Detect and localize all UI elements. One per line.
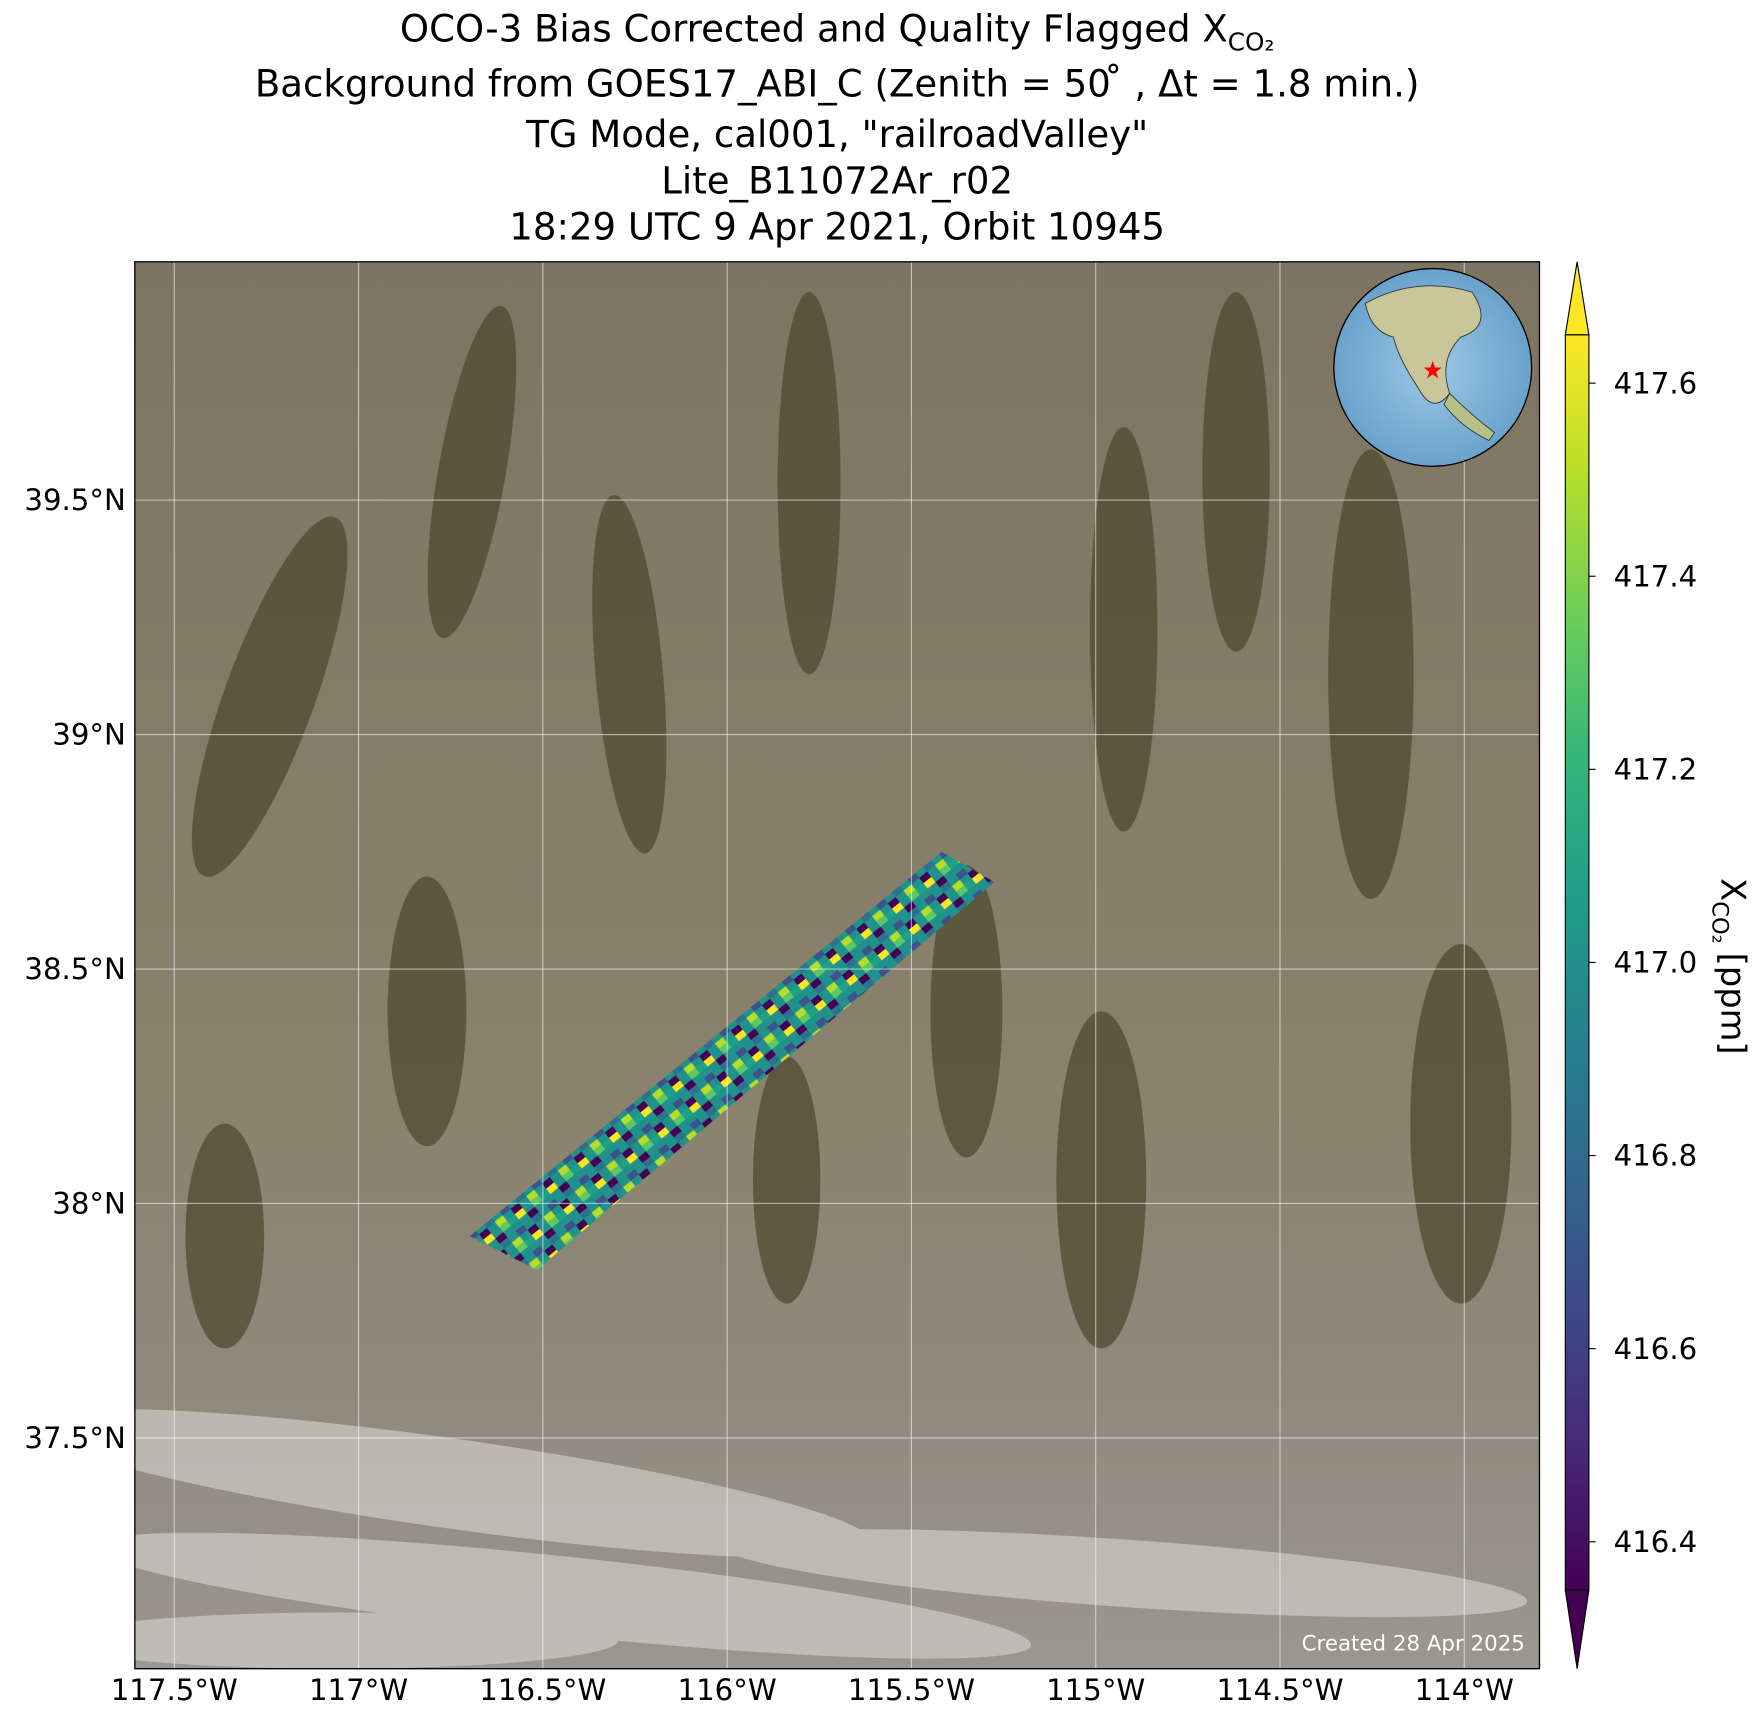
x-tick-label: 115°W [1046, 1673, 1145, 1707]
title-text: 18:29 UTC 9 Apr 2021, Orbit 10945 [509, 205, 1165, 248]
colorbar-tick-label: 417.0 [1614, 946, 1698, 980]
colorbar-tick-label: 417.6 [1614, 366, 1698, 400]
map-background [134, 261, 1540, 1669]
colorbar-label-subscript: CO₂ [1707, 901, 1733, 943]
x-tick-label: 114°W [1415, 1673, 1514, 1707]
y-tick-label: 38.5°N [24, 952, 125, 986]
x-tick-label: 114.5°W [1216, 1673, 1343, 1707]
colorbar: 416.4 416.6 416.8 417.0 417.2 417.4 417.6 XCO₂ [… [1564, 261, 1753, 1669]
title-line: OCO-3 Bias Corrected and Quality Flagged… [400, 8, 1275, 57]
title-line: TG Mode, cal001, "railroadValley" [525, 113, 1148, 156]
title-text: OCO-3 Bias Corrected and Quality Flagged… [400, 8, 1228, 51]
title-text: Lite_B11072Ar_r02 [661, 159, 1013, 202]
title-line: 18:29 UTC 9 Apr 2021, Orbit 10945 [509, 205, 1165, 248]
x-tick-label: 116.5°W [479, 1673, 606, 1707]
x-tick-label: 115.5°W [848, 1673, 975, 1707]
title-line: Background from GOES17_ABI_C (Zenith = 5… [255, 63, 1420, 106]
colorbar-tick-label: 417.4 [1614, 559, 1698, 593]
title-subscript: CO₂ [1228, 28, 1275, 57]
x-tick-label: 116°W [678, 1673, 777, 1707]
title-text: TG Mode, cal001, "railroadValley" [525, 113, 1148, 156]
colorbar-tick-label: 416.8 [1614, 1139, 1698, 1173]
x-tick-label: 117°W [309, 1673, 408, 1707]
footer: Created 28 Apr 2025 [1302, 1632, 1525, 1657]
colorbar-label-unit: [ppm] [1714, 953, 1753, 1055]
colorbar-extend-max [1564, 261, 1590, 336]
y-tick-label: 38°N [52, 1187, 126, 1221]
colorbar-label: XCO₂ [ppm] [1707, 878, 1753, 1054]
globe-inset [1333, 267, 1533, 468]
grid: 117.5°W 117°W 116.5°W 116°W 115.5°W 115°W 114.… [24, 261, 1540, 1707]
y-tick-label: 39.5°N [24, 483, 125, 517]
title-block: OCO-3 Bias Corrected and Quality Flagged… [255, 8, 1420, 249]
colorbar-label-text: X [1714, 878, 1753, 901]
title-text: Background from GOES17_ABI_C (Zenith = 5… [255, 63, 1420, 106]
colorbar-extend-min [1564, 1589, 1590, 1669]
xco2-swath [469, 851, 995, 1270]
y-tick-label: 39°N [52, 718, 126, 752]
clouds [134, 1409, 1528, 1669]
colorbar-tick-label: 416.4 [1614, 1525, 1698, 1559]
mountains [185, 292, 1512, 1349]
colorbar-body [1564, 334, 1590, 1591]
title-line: Lite_B11072Ar_r02 [661, 159, 1013, 202]
figure-content: OCO-3 Bias Corrected and Quality Flagged… [24, 8, 1753, 1708]
x-tick-label: 117.5°W [111, 1673, 238, 1707]
y-tick-label: 37.5°N [24, 1421, 125, 1455]
colorbar-tick-label: 417.2 [1614, 752, 1698, 786]
colorbar-tick-label: 416.6 [1614, 1332, 1698, 1366]
map-frame [134, 261, 1541, 1670]
